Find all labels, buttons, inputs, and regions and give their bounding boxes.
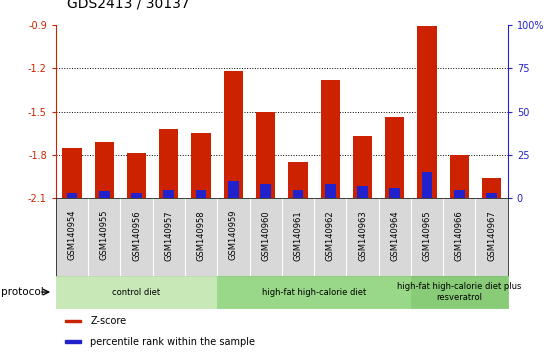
Text: GSM140962: GSM140962: [326, 210, 335, 261]
Text: GDS2413 / 30137: GDS2413 / 30137: [67, 0, 190, 11]
Bar: [385, 117, 405, 198]
Bar: [65, 340, 81, 343]
Text: GSM140958: GSM140958: [196, 210, 205, 261]
Text: GSM140967: GSM140967: [487, 210, 496, 261]
Bar: [325, 184, 335, 198]
Text: GSM140959: GSM140959: [229, 210, 238, 261]
Text: GSM140957: GSM140957: [164, 210, 174, 261]
Text: GSM140964: GSM140964: [390, 210, 400, 261]
Text: GSM140954: GSM140954: [68, 210, 76, 261]
Bar: [487, 193, 497, 198]
Text: control diet: control diet: [113, 287, 161, 297]
Bar: [353, 136, 372, 198]
Bar: [389, 188, 400, 198]
Bar: [56, 276, 217, 308]
Text: GSM140963: GSM140963: [358, 210, 367, 261]
Bar: [65, 320, 81, 322]
Bar: [99, 191, 109, 198]
Bar: [228, 181, 239, 198]
Bar: [422, 172, 432, 198]
Bar: [191, 133, 211, 198]
Text: GSM140966: GSM140966: [455, 210, 464, 261]
Text: protocol: protocol: [1, 287, 44, 297]
Text: GSM140955: GSM140955: [100, 210, 109, 261]
Text: GSM140965: GSM140965: [422, 210, 431, 261]
Bar: [482, 178, 501, 198]
Text: high-fat high-calorie diet: high-fat high-calorie diet: [262, 287, 366, 297]
Bar: [163, 190, 174, 198]
Bar: [224, 71, 243, 198]
Bar: [411, 276, 508, 308]
Bar: [450, 155, 469, 198]
Bar: [292, 190, 303, 198]
Bar: [217, 276, 411, 308]
Text: GSM140961: GSM140961: [294, 210, 302, 261]
Bar: [62, 148, 81, 198]
Text: GSM140956: GSM140956: [132, 210, 141, 261]
Text: high-fat high-calorie diet plus
resveratrol: high-fat high-calorie diet plus resverat…: [397, 282, 522, 302]
Text: Z-score: Z-score: [90, 316, 126, 326]
Bar: [256, 112, 275, 198]
Bar: [131, 193, 142, 198]
Bar: [288, 162, 307, 198]
Bar: [196, 190, 206, 198]
Bar: [454, 190, 465, 198]
Bar: [159, 129, 179, 198]
Bar: [94, 142, 114, 198]
Text: GSM140960: GSM140960: [261, 210, 270, 261]
Bar: [320, 80, 340, 198]
Bar: [66, 193, 77, 198]
Text: percentile rank within the sample: percentile rank within the sample: [90, 337, 255, 347]
Bar: [261, 184, 271, 198]
Bar: [127, 153, 146, 198]
Bar: [417, 26, 437, 198]
Bar: [357, 186, 368, 198]
